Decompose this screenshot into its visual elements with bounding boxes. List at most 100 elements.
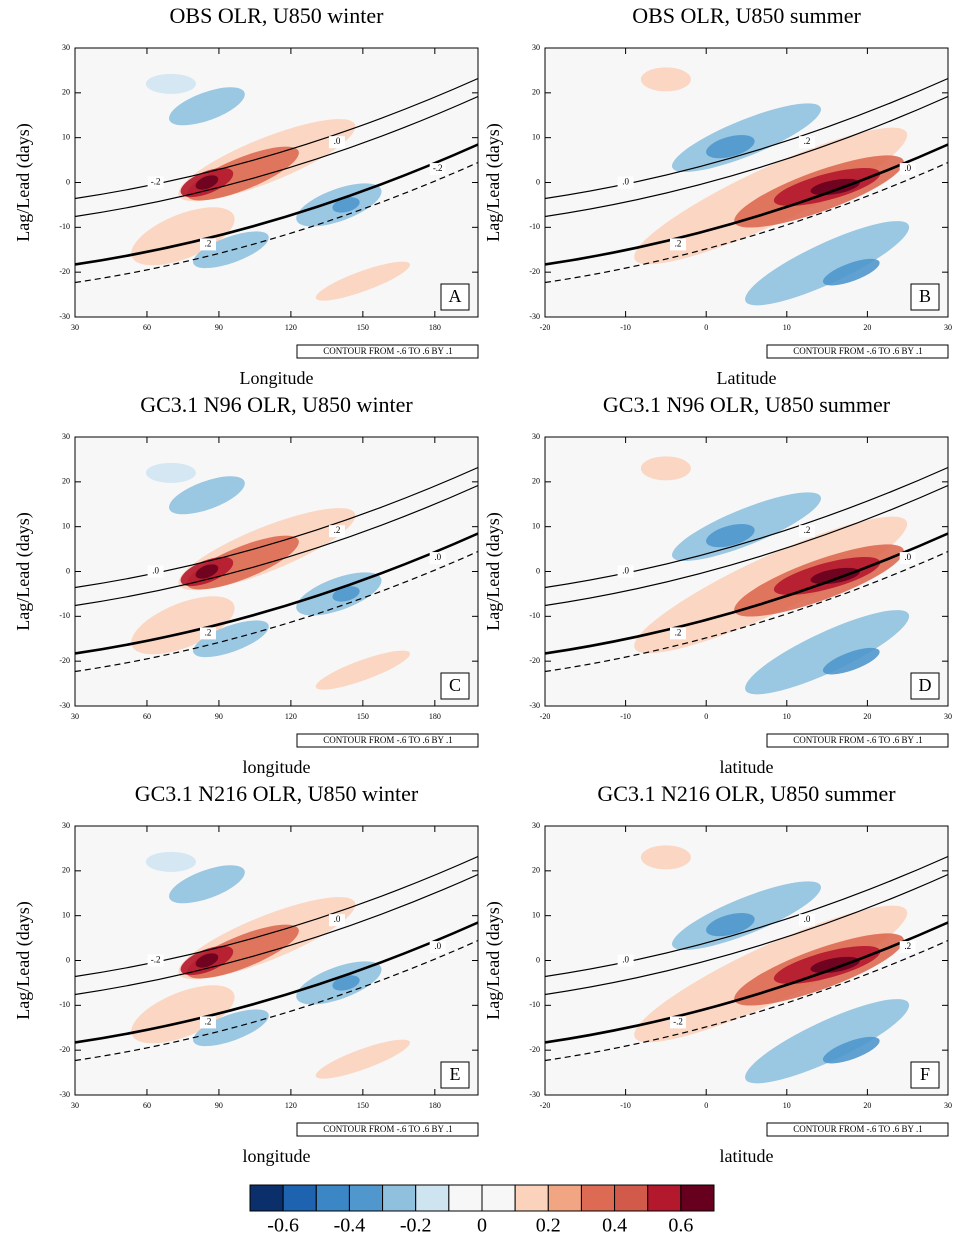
contour-label-bg [199, 627, 216, 640]
x-tick-label: -10 [620, 323, 631, 332]
colorbar-box [547, 1184, 582, 1212]
x-tick-label: 20 [863, 712, 871, 721]
panel-label-box [910, 672, 940, 700]
contour-label-bg [669, 1016, 686, 1029]
y-tick-label: 0 [66, 955, 70, 964]
y-axis-label: Lag/Lead (days) [483, 901, 504, 1019]
colorbar-box [382, 1184, 417, 1212]
contour-line [545, 161, 948, 284]
contour-note-box [296, 733, 479, 748]
x-tick-label: -10 [620, 1101, 631, 1110]
contour-line [545, 143, 948, 266]
contour-label-bg [798, 525, 815, 538]
contour-line [75, 550, 478, 673]
contour-line [545, 939, 948, 1062]
contour-label: .2 [675, 238, 682, 248]
y-tick-label: -30 [59, 312, 70, 321]
contour-label-bg [328, 914, 345, 927]
x-tick-label: 60 [143, 323, 151, 332]
contour-label-bg [147, 565, 164, 578]
y-tick-label: -10 [59, 1000, 70, 1009]
contour-label-bg [617, 176, 634, 189]
shaded-region [810, 567, 860, 585]
contour-line [75, 77, 478, 200]
shaded-region [195, 953, 219, 968]
y-tick-label: 10 [62, 910, 70, 919]
y-tick-label: -20 [529, 656, 540, 665]
shading [545, 456, 948, 695]
plot-background [75, 826, 478, 1095]
colorbar-tick-label: -0.2 [400, 1215, 432, 1236]
x-tick-label: 180 [429, 1101, 441, 1110]
contour-label-bg [798, 136, 815, 149]
x-tick-label: 20 [863, 1101, 871, 1110]
contour-note-box [766, 1122, 949, 1137]
shaded-region [745, 221, 910, 306]
contour-line [75, 921, 478, 1044]
panel-title: GC3.1 N96 OLR, U850 summer [603, 392, 891, 417]
contour-label-bg [669, 627, 686, 640]
contour-label: .0 [904, 552, 911, 562]
y-tick-label: 0 [536, 177, 540, 186]
contour-label-bg [147, 954, 164, 967]
panel-title: OBS OLR, U850 winter [170, 3, 385, 28]
colorbar-tick-label: 0.2 [536, 1215, 561, 1236]
panel-label: C [449, 675, 461, 695]
y-tick-label: 30 [532, 432, 540, 441]
x-tick-label: 30 [944, 1101, 952, 1110]
contour-label-bg [899, 941, 916, 954]
contour-label: .2 [904, 941, 911, 951]
x-axis-label: latitude [720, 1146, 774, 1166]
contour-line [545, 873, 948, 996]
contour-note-box [296, 1122, 479, 1137]
shaded-region [332, 197, 360, 213]
contour-note: CONTOUR FROM -.6 TO .6 BY .1 [323, 1124, 452, 1134]
shaded-region [315, 1039, 410, 1079]
shading [545, 845, 948, 1084]
contour-note-box [766, 733, 949, 748]
shaded-region [745, 610, 910, 695]
y-axis-label: Lag/Lead (days) [13, 123, 34, 241]
x-tick-label: 180 [429, 712, 441, 721]
colorbar-tick-label: 0 [477, 1215, 487, 1236]
colorbar-box [580, 1184, 616, 1212]
contour-label: .2 [675, 627, 682, 637]
panel-label-box [910, 283, 940, 311]
shaded-region [822, 647, 880, 675]
y-tick-label: -30 [529, 312, 540, 321]
x-tick-label: -10 [620, 712, 631, 721]
x-tick-label: 20 [863, 323, 871, 332]
contour-note: CONTOUR FROM -.6 TO .6 BY .1 [793, 735, 922, 745]
x-tick-label: 10 [783, 712, 791, 721]
contour-label-bg [899, 163, 916, 176]
contour-line [545, 550, 948, 673]
contour-label: .0 [334, 136, 341, 146]
x-axis-label: latitude [720, 757, 774, 777]
panel-label: A [449, 286, 462, 306]
contour-label-bg [429, 552, 446, 565]
x-tick-label: 150 [357, 712, 369, 721]
shaded-region [640, 456, 691, 481]
y-axis-label: Lag/Lead (days) [483, 512, 504, 630]
y-tick-label: 30 [62, 821, 70, 830]
y-tick-label: 0 [66, 177, 70, 186]
colorbar-tick-label: 0.4 [602, 1215, 627, 1236]
plot-background [75, 437, 478, 706]
contour-note: CONTOUR FROM -.6 TO .6 BY .1 [793, 1124, 922, 1134]
colorbar-box [415, 1184, 450, 1212]
y-tick-label: -20 [529, 267, 540, 276]
x-tick-label: -20 [540, 1101, 551, 1110]
contour-note: CONTOUR FROM -.6 TO .6 BY .1 [323, 735, 452, 745]
y-tick-label: -30 [529, 701, 540, 710]
y-tick-label: -30 [529, 1090, 540, 1099]
y-tick-label: -10 [529, 222, 540, 231]
contour-label: .0 [622, 566, 629, 576]
panel-label-box [440, 672, 470, 700]
shaded-region [822, 258, 880, 286]
x-tick-label: 60 [143, 1101, 151, 1110]
panel-label-box [910, 1061, 940, 1089]
colorbar-tick-label: -0.6 [267, 1215, 299, 1236]
y-tick-label: 0 [536, 566, 540, 575]
y-tick-label: 30 [62, 432, 70, 441]
